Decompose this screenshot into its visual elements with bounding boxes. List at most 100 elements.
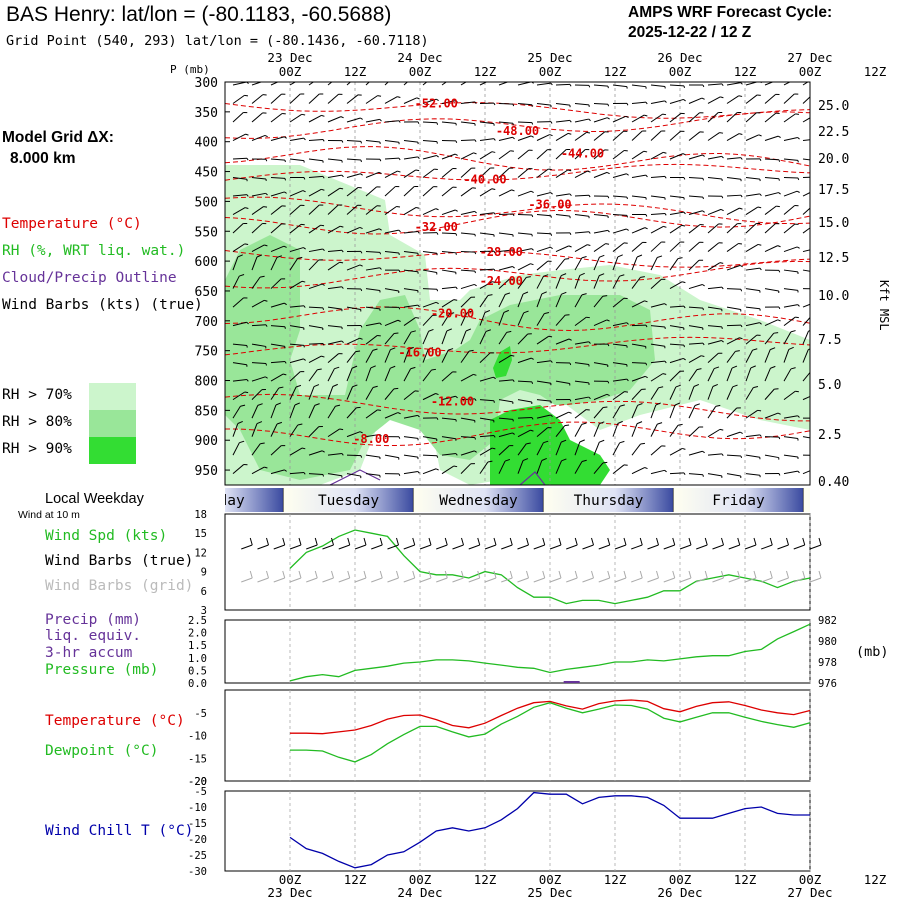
wind-barb — [726, 407, 741, 419]
wind-barb — [574, 102, 590, 107]
grid-wind-barb — [452, 570, 464, 583]
wind-barb — [745, 288, 761, 293]
wind-barb — [232, 464, 248, 475]
wind-barb — [631, 195, 647, 200]
wind-barb — [574, 231, 591, 234]
wind-barb — [346, 117, 363, 123]
wind-barb — [631, 150, 648, 160]
wind-barb — [346, 173, 363, 179]
grid-wind-barb — [582, 570, 594, 583]
time-tick-top: 12Z — [344, 64, 367, 79]
wind-barb — [536, 214, 552, 218]
wind-barb — [612, 254, 623, 271]
wind-barb — [669, 472, 686, 476]
weekday-label: Tuesday — [318, 493, 379, 509]
wind-barbs-true-label: Wind Barbs (true) — [45, 553, 194, 569]
wind-barb — [650, 360, 667, 364]
wind-barb — [726, 337, 743, 345]
wind-barb — [688, 306, 704, 311]
wind-barb — [403, 230, 420, 234]
height-tick-label: 25.0 — [818, 99, 849, 114]
wind-barb — [593, 380, 610, 384]
wind-barb — [327, 204, 343, 215]
wind-barb — [764, 436, 781, 440]
wind-barb — [745, 348, 758, 363]
cycle-value: 2025-12-22 / 12 Z — [628, 24, 752, 41]
wind-barb — [346, 204, 362, 215]
temperature-tick: -15 — [188, 753, 207, 765]
wind-barb — [517, 276, 531, 289]
wind-barb — [688, 224, 704, 234]
wind-barb — [327, 366, 340, 382]
wind-barb — [384, 269, 401, 273]
wind-barb — [270, 402, 282, 419]
wind-barb — [612, 149, 628, 160]
surface-wind-barb — [371, 537, 383, 550]
wind-barb — [555, 338, 572, 345]
wind-barb — [327, 452, 344, 456]
wind-barb — [574, 439, 585, 456]
wind-barb — [650, 386, 664, 400]
weekday-cell — [225, 488, 284, 512]
wind-barb — [346, 473, 362, 479]
height-tick-label: 22.5 — [818, 125, 849, 140]
grid-wind-barb — [614, 570, 627, 583]
wind-barb — [346, 264, 363, 271]
wind-barb — [251, 177, 267, 182]
wind-barb — [650, 422, 663, 437]
wind-barb — [783, 454, 799, 459]
grid-wind-barb — [371, 570, 383, 583]
wind-barb — [365, 306, 381, 311]
wind-speed-panel — [224, 513, 811, 611]
wind-barb — [422, 232, 439, 235]
legend-temperature: Temperature (°C) — [2, 216, 142, 232]
height-tick-label: 10.0 — [818, 289, 849, 304]
wind-barb — [289, 247, 306, 253]
wind-barb — [631, 241, 647, 252]
wind-barb — [365, 95, 382, 104]
pressure-tick-label: 500 — [195, 195, 218, 210]
wind-barbs-grid-label: Wind Barbs (grid) — [45, 578, 194, 594]
wind-barb — [783, 177, 800, 181]
wind-barb — [232, 343, 248, 348]
wind-barb — [707, 366, 720, 382]
grid-wind-barb — [809, 570, 822, 583]
legend-rh: RH (%, WRT liq. wat.) — [2, 243, 186, 259]
wind-barb — [308, 175, 325, 179]
wind-barb — [688, 112, 704, 123]
wind-barb — [422, 140, 438, 144]
wind-barb — [479, 399, 495, 403]
wind-barb — [441, 186, 457, 197]
wind-barb — [707, 473, 723, 478]
surface-wind-barb — [712, 537, 724, 550]
height-tick-label: 0.40 — [818, 475, 849, 490]
wind-barb — [593, 195, 610, 199]
time-tick-top: 00Z — [539, 64, 562, 79]
wind-barb — [327, 158, 343, 163]
wind-barb — [536, 335, 553, 345]
wind-barb — [498, 458, 511, 474]
wind-barb — [555, 83, 572, 87]
wind-barb — [422, 314, 437, 326]
time-tick-top: 12Z — [734, 64, 757, 79]
wind-barb — [593, 421, 605, 437]
temperature-contour — [225, 306, 810, 332]
wind-barb — [517, 135, 534, 141]
wind-barb — [536, 414, 553, 419]
date-label-top: 25 Dec — [527, 50, 572, 65]
contour-label: -12.00 — [431, 394, 474, 408]
pressure-tick: 982 — [818, 615, 837, 627]
wind-barb — [574, 316, 590, 326]
rh90-label: RH > 90% — [2, 441, 72, 457]
wind-barb — [669, 423, 683, 437]
grid-wind-barb — [241, 570, 253, 583]
wind-barb — [574, 272, 585, 289]
wind-barb — [745, 223, 761, 234]
wind-barb — [365, 322, 382, 327]
height-tick-label: 15.0 — [818, 216, 849, 231]
wind-barb — [802, 176, 810, 179]
wind-barb — [726, 157, 743, 160]
surface-wind-barb — [452, 537, 464, 550]
wind-barb — [764, 365, 776, 382]
wind-barb — [251, 403, 263, 419]
